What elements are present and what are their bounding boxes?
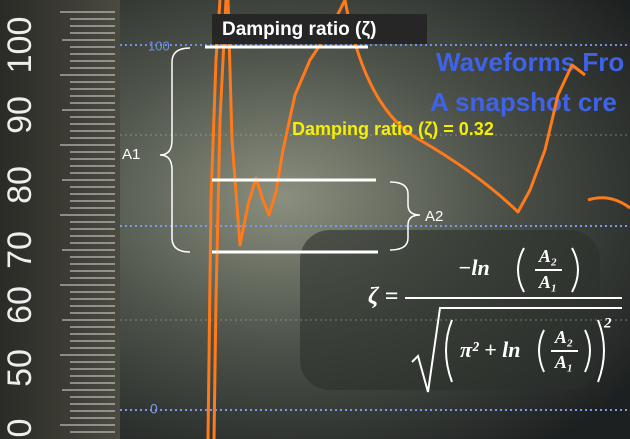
formula-ratio-bottom: A₁ (554, 352, 573, 372)
monitor-scale-bottom: 0 (150, 401, 158, 417)
formula-lhs: ζ = (368, 284, 398, 310)
title: Damping ratio (ζ) (222, 19, 376, 40)
formula-fn: −ln (458, 255, 490, 280)
ruler-label: 80 (1, 166, 39, 204)
monitor-heading: A snapshot cre (430, 87, 617, 117)
formula-ratio-bottom: A₁ (538, 272, 557, 292)
ruler-label: 90 (1, 96, 39, 134)
ruler-label: 0 (1, 419, 39, 438)
monitor-heading: Waveforms Fro (436, 47, 624, 77)
monitor-scale-top: 100 (148, 38, 170, 53)
ruler-label: 100 (1, 17, 39, 74)
a1-label: A1 (122, 146, 140, 163)
ruler-label: 60 (1, 286, 39, 324)
a2-label: A2 (425, 208, 443, 225)
result: Damping ratio (ζ) = 0.32 (292, 119, 494, 140)
page: 100 90 80 70 60 50 0 100 0 Waveforms Fro… (0, 0, 630, 439)
annotated-photo: 100 90 80 70 60 50 0 100 0 Waveforms Fro… (0, 0, 630, 439)
formula-exponent: 2 (603, 315, 612, 331)
ruler-label: 50 (1, 349, 39, 387)
formula-denominator: π² + ln (460, 337, 521, 362)
formula-ratio-top: A₂ (554, 327, 573, 347)
ruler-label: 70 (1, 231, 39, 269)
formula-ratio-top: A₂ (538, 246, 557, 266)
